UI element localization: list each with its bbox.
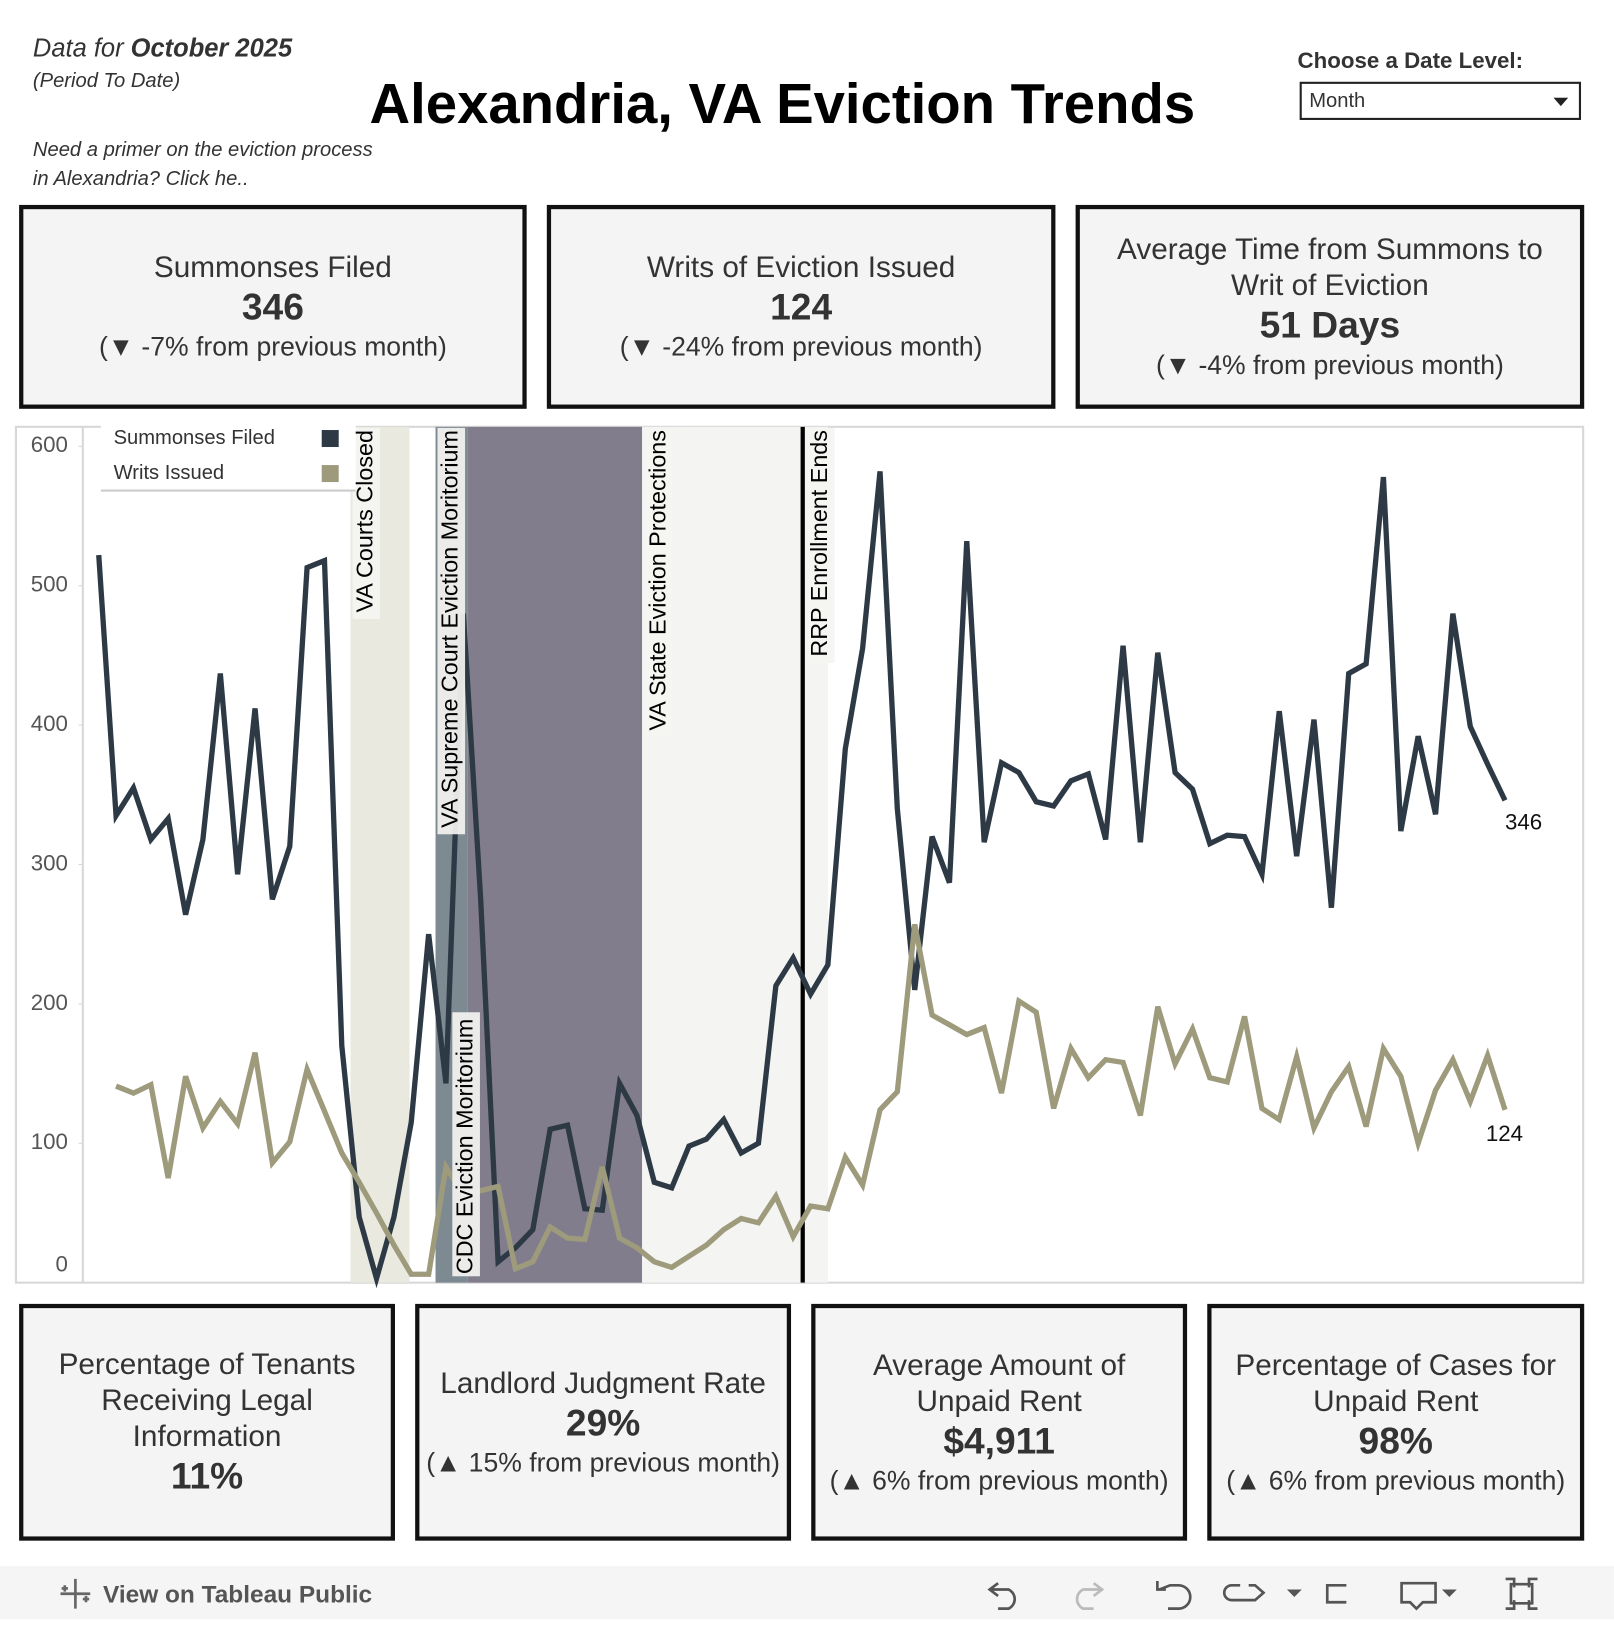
end-label: 346	[1505, 810, 1542, 835]
kpi-title: Writs of Eviction Issued	[646, 250, 956, 284]
series-line	[115, 923, 1508, 1277]
fullscreen-button[interactable]	[1505, 1577, 1538, 1610]
kpi-title: Average Amount of Unpaid Rent	[872, 1347, 1126, 1417]
kpi-value: 29%	[565, 1402, 641, 1444]
kpi-card: Average Time from Summons to Writ of Evi…	[1075, 204, 1585, 409]
annotation: VA Supreme Court Eviction Moritorium	[436, 427, 466, 835]
menu-carets[interactable]	[1286, 1589, 1457, 1597]
annotation-label: CDC Eviction Moritorium	[451, 1019, 477, 1275]
y-tick-label: 100	[31, 1129, 68, 1154]
kpi-card: Writs of Eviction Issued 124 (▼ -24% from …	[546, 204, 1056, 409]
legend-label: Writs Issued	[114, 462, 225, 484]
kpi-change: (▼ -4% from previous month)	[1155, 350, 1504, 381]
annotation-bg	[645, 427, 674, 738]
dropdown-value: Month	[1309, 90, 1366, 113]
period-value: October 2025	[130, 33, 293, 63]
series-lines: 346 124	[96, 471, 1542, 1289]
legend: Summonses Filed Writs Issued	[100, 424, 356, 492]
annotation-labels: VA Courts Closed VA Supreme Court Evictio…	[351, 427, 835, 1277]
kpi-change: (▼ -24% from previous month)	[619, 332, 983, 363]
annotation: RRP Enrollment Ends	[806, 427, 835, 664]
refresh-button[interactable]	[1223, 1583, 1266, 1602]
kpi-change: (▼ -7% from previous month)	[98, 332, 447, 363]
toolbar-icons	[987, 1577, 1538, 1611]
kpi-change: (▲ 6% from previous month)	[1226, 1465, 1566, 1496]
arrow-shape	[1553, 97, 1569, 107]
period-prefix: Data for	[32, 33, 124, 63]
annotation: VA Courts Closed	[351, 427, 381, 619]
date-level-dropdown[interactable]: Month	[1299, 81, 1582, 120]
annotation-label: VA Supreme Court Eviction Moritorium	[436, 430, 462, 828]
kpi-value: 51 Days	[1259, 304, 1401, 347]
kpi-value: 346	[241, 286, 304, 329]
kpi-title: Percentage of Cases for Unpaid Rent	[1235, 1347, 1557, 1417]
kpi-value: 98%	[1358, 1420, 1433, 1462]
annotation-bg	[437, 427, 466, 835]
annotation: CDC Eviction Moritorium	[451, 1012, 480, 1277]
primer-link[interactable]: Need a primer on the eviction process in…	[32, 139, 373, 191]
tableau-link[interactable]: View on Tableau Public	[102, 1579, 373, 1608]
kpi-card: Percentage of Tenants Receiving Legal In…	[19, 1303, 395, 1541]
kpi-card: Average Amount of Unpaid Rent $4,911 (▲ 6%…	[811, 1303, 1188, 1541]
annotation-label: VA Courts Closed	[351, 430, 377, 613]
toolbar: View on Tableau Public	[0, 1566, 1614, 1620]
revert-button[interactable]	[1156, 1581, 1192, 1610]
kpi-change: (▲ 6% from previous month)	[829, 1465, 1169, 1496]
annotation: VA State Eviction Protections	[645, 427, 674, 738]
period-note: (Period To Date)	[32, 70, 181, 93]
period-line: Data for October 2025	[33, 34, 292, 64]
dashboard-title: Alexandria, VA Eviction Trends	[369, 73, 1196, 136]
y-tick-label: 0	[56, 1252, 68, 1277]
legend-label: Summonses Filed	[114, 427, 275, 449]
date-level-label: Choose a Date Level:	[1297, 48, 1524, 74]
annotation-bg	[806, 427, 835, 664]
redo-button[interactable]	[1075, 1582, 1105, 1610]
kpi-change: (▲ 15% from previous month)	[426, 1447, 780, 1478]
kpi-title: Average Time from Summons to Writ of Evi…	[1117, 232, 1543, 302]
y-tick-label: 200	[31, 990, 68, 1015]
annotation-label: RRP Enrollment Ends	[806, 430, 832, 657]
end-label: 124	[1486, 1121, 1523, 1146]
kpi-title: Percentage of Tenants Receiving Legal In…	[58, 1346, 356, 1453]
legend-box	[100, 424, 356, 491]
download-button[interactable]	[1400, 1581, 1437, 1611]
annotation-label: VA State Eviction Protections	[645, 430, 671, 731]
kpi-title: Landlord Judgment Rate	[440, 1366, 766, 1399]
annotation-bg	[352, 427, 381, 619]
y-tick-label: 500	[31, 572, 68, 597]
legend-swatch	[321, 465, 339, 483]
kpi-title: Summonses Filed	[153, 250, 392, 284]
dropdown-arrow	[1553, 97, 1569, 107]
kpi-value: 11%	[170, 1455, 244, 1497]
legend-swatch	[321, 430, 339, 448]
kpi-card: Summonses Filed 346 (▼ -7% from previous m…	[19, 204, 527, 409]
y-tick-label: 600	[31, 432, 68, 457]
kpi-card: Landlord Judgment Rate 29% (▲ 15% from pre…	[415, 1303, 792, 1541]
series-line	[96, 471, 1508, 1289]
kpi-card: Percentage of Cases for Unpaid Rent 98% (▲…	[1207, 1303, 1585, 1541]
y-tick-label: 300	[31, 850, 68, 875]
y-tick-label: 400	[31, 711, 68, 736]
kpi-value: $4,911	[943, 1420, 1055, 1462]
annotation-bg	[452, 1012, 480, 1277]
kpi-value: 124	[770, 286, 833, 329]
undo-button[interactable]	[987, 1582, 1016, 1610]
tableau-logo	[60, 1578, 91, 1609]
share-button[interactable]	[1325, 1583, 1347, 1604]
